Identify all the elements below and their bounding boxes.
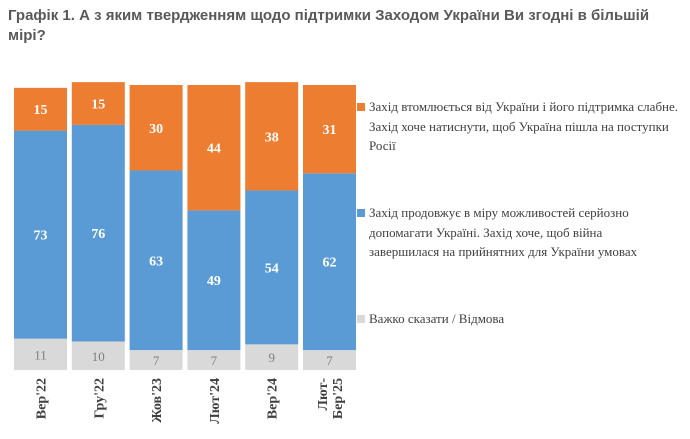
bar-segment	[303, 350, 356, 370]
x-tick-label: Гру'22	[92, 378, 107, 419]
x-tick-label: Вер'24	[266, 378, 281, 419]
bar-segment	[303, 85, 356, 174]
legend-item-tired: Захід втомлюється від України і його під…	[357, 97, 687, 156]
bar-segment	[129, 85, 183, 171]
legend-item-hard-to-say: Важко сказати / Відмова	[357, 309, 687, 329]
legend-label: Важко сказати / Відмова	[369, 311, 505, 326]
bar-segment	[245, 190, 299, 345]
data-label: 11	[34, 347, 47, 362]
data-label: 7	[211, 353, 218, 368]
data-label: 73	[34, 229, 48, 244]
legend-label: Захід втомлюється від України і його під…	[369, 99, 679, 153]
bar-segment	[14, 338, 67, 370]
data-label: 49	[207, 274, 221, 289]
data-label: 38	[265, 130, 279, 145]
legend-swatch-gray	[357, 315, 365, 323]
legend-label: Захід продовжує в міру можливостей серйо…	[369, 205, 638, 259]
x-tick-label: Вер'22	[35, 378, 50, 419]
data-label: 7	[326, 353, 333, 368]
data-label: 31	[323, 123, 337, 138]
data-label: 76	[91, 227, 105, 242]
bar-segment	[14, 87, 67, 131]
bar-segment	[14, 130, 67, 339]
bar-segment	[187, 85, 241, 211]
data-label: 62	[323, 256, 337, 271]
data-label: 9	[268, 350, 275, 365]
bar-segment	[71, 341, 125, 370]
bar-segment	[187, 210, 241, 351]
x-tick-label: Лют-	[316, 378, 331, 411]
bar-segment	[71, 124, 125, 342]
bar-segment	[303, 173, 356, 351]
data-label: 15	[91, 98, 105, 113]
x-tick-label: Лют'24	[208, 378, 223, 424]
data-label: 54	[265, 261, 279, 276]
data-label: 63	[149, 254, 163, 269]
bar-segment	[245, 82, 299, 191]
legend-swatch-blue	[357, 209, 365, 217]
legend-item-support: Захід продовжує в міру можливостей серйо…	[357, 203, 657, 262]
bar-segment	[129, 170, 183, 351]
data-label: 44	[207, 142, 221, 157]
x-tick-label: Жов'23	[150, 378, 165, 423]
data-label: 30	[149, 122, 163, 137]
bar-segment	[187, 350, 241, 370]
data-label: 7	[153, 353, 160, 368]
chart-title: Графік 1. А з яким твердженням щодо підт…	[8, 7, 650, 44]
data-label: 15	[34, 103, 48, 118]
data-label: 10	[92, 349, 105, 364]
x-tick-label: Бер'25	[331, 378, 346, 419]
bar-segment	[71, 82, 125, 125]
legend-swatch-orange	[357, 103, 365, 111]
bar-segment	[129, 350, 183, 370]
bar-segment	[245, 344, 299, 370]
